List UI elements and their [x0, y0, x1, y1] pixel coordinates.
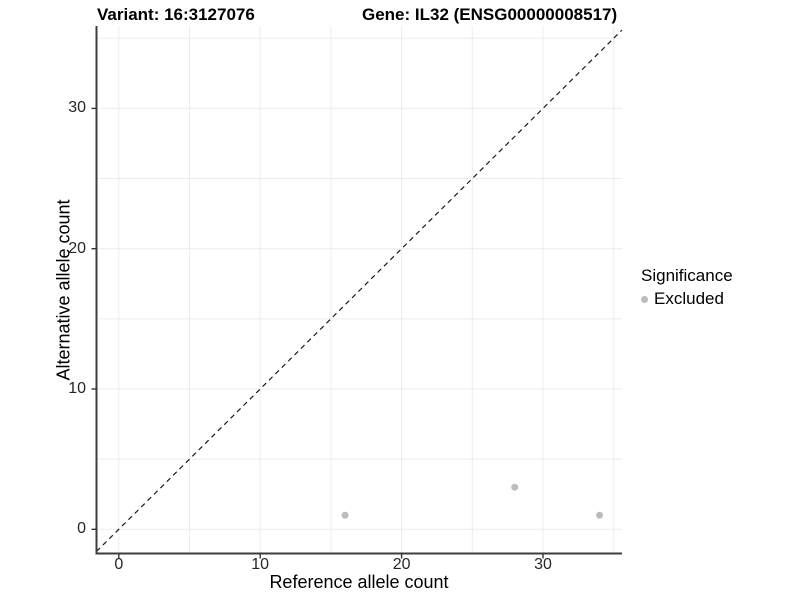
y-axis-title: Alternative allele count: [53, 199, 74, 381]
data-point: [341, 511, 349, 519]
y-tick-label: 0: [77, 520, 86, 538]
plot-title-variant: Variant: 16:3127076: [97, 5, 255, 24]
x-tick-label: 10: [251, 556, 270, 573]
x-tick-label: 20: [392, 556, 411, 573]
x-tick-label: 0: [114, 556, 124, 573]
y-tick-label: 10: [68, 380, 86, 397]
plot-title-gene: Gene: IL32 (ENSG00000008517): [362, 5, 618, 24]
y-tick-label: 30: [68, 99, 86, 117]
legend-title: Significance: [641, 266, 733, 285]
x-tick-label: 30: [534, 556, 552, 573]
legend: Significance Excluded: [641, 266, 733, 309]
identity-line: [96, 29, 623, 552]
legend-item: Excluded: [641, 289, 733, 309]
y-tick-label: 20: [68, 239, 86, 257]
x-axis-title: Reference allele count: [269, 572, 449, 592]
legend-item-label: Excluded: [654, 289, 724, 308]
legend-marker-dot: [641, 295, 648, 303]
data-point: [596, 511, 604, 519]
data-point: [511, 483, 519, 491]
